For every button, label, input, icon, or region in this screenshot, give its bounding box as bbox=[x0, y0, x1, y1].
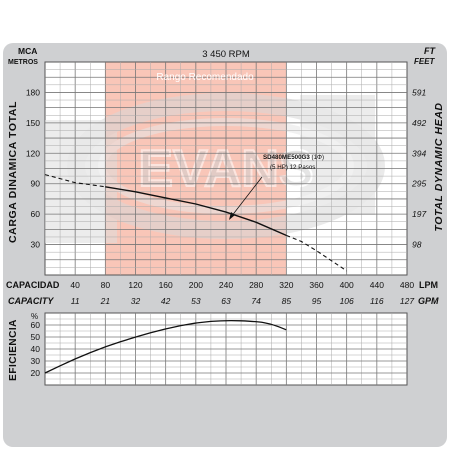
x-axis-tick-label: 440 bbox=[370, 280, 384, 290]
annotation-spec: (5 HP) 12 Pasos bbox=[270, 164, 315, 171]
x-axis-tick-label: 200 bbox=[189, 280, 203, 290]
efficiency-unit: % bbox=[31, 312, 38, 321]
x2-axis-tick-label: 11 bbox=[71, 296, 80, 306]
efficiency-tick-label: 60 bbox=[31, 320, 41, 330]
right-unit-top: FT bbox=[424, 46, 436, 56]
efficiency-axis-title: EFICIENCIA bbox=[8, 319, 19, 381]
x-axis-title: CAPACIDAD bbox=[6, 280, 60, 290]
main-grid bbox=[45, 62, 407, 275]
left-unit-bottom: METROS bbox=[8, 59, 38, 66]
x-axis-tick-label: 240 bbox=[219, 280, 233, 290]
x-axis-tick-label: 320 bbox=[279, 280, 293, 290]
left-unit-top: MCA bbox=[18, 46, 37, 56]
right-axis-tick-label: 492 bbox=[412, 118, 426, 128]
x2-axis-tick-label: 53 bbox=[191, 296, 201, 306]
right-axis-tick-label: 98 bbox=[412, 240, 422, 250]
x-axis-unit: LPM bbox=[419, 280, 438, 290]
left-axis-tick-label: 90 bbox=[31, 179, 41, 189]
x2-axis-tick-label: 116 bbox=[370, 296, 384, 306]
right-axis-tick-label: 197 bbox=[412, 209, 426, 219]
right-axis-tick-label: 394 bbox=[412, 148, 426, 158]
efficiency-tick-label: 40 bbox=[31, 344, 41, 354]
x2-axis-tick-label: 42 bbox=[161, 296, 171, 306]
x-axis-tick-label: 40 bbox=[70, 280, 80, 290]
annotation-arrowhead bbox=[229, 212, 235, 220]
annotation-leader bbox=[230, 176, 263, 218]
left-axis-tick-label: 180 bbox=[26, 87, 40, 97]
left-axis-tick-label: 150 bbox=[26, 118, 40, 128]
x2-axis-tick-label: 63 bbox=[221, 296, 231, 306]
head-curves bbox=[44, 174, 348, 272]
efficiency-tick-label: 30 bbox=[31, 356, 41, 366]
x2-axis-tick-label: 85 bbox=[282, 296, 292, 306]
x2-axis-title: CAPACITY bbox=[8, 296, 54, 306]
x2-axis-tick-label: 74 bbox=[251, 296, 261, 306]
model-annotation: SD480ME500G3 (1Φ) (5 HP) 12 Pasos bbox=[229, 154, 324, 220]
x-axis-tick-label: 80 bbox=[101, 280, 111, 290]
x-axis-tick-label: 480 bbox=[400, 280, 414, 290]
x-axis-tick-label: 400 bbox=[340, 280, 354, 290]
x2-axis-tick-label: 106 bbox=[340, 296, 354, 306]
x2-axis-tick-label: 127 bbox=[400, 296, 414, 306]
left-axis-title: CARGA DINAMICA TOTAL bbox=[7, 101, 19, 243]
head-capacity-chart: EVANS Rango Recomendado SD480ME500G3 (1Φ… bbox=[6, 46, 445, 306]
x-axis-tick-label: 120 bbox=[128, 280, 142, 290]
left-axis-tick-label: 30 bbox=[31, 240, 41, 250]
x-axis-tick-label: 360 bbox=[309, 280, 323, 290]
right-axis-tick-label: 295 bbox=[411, 179, 426, 189]
right-axis-title: TOTAL DYNAMIC HEAD bbox=[433, 102, 445, 231]
efficiency-axis-labels: 20 30 40 50 60 bbox=[31, 320, 41, 378]
chart-title: 3 450 RPM bbox=[202, 49, 250, 60]
efficiency-chart: 20 30 40 50 60 % EFICIENCIA bbox=[8, 312, 408, 386]
x-axis-tick-label: 280 bbox=[249, 280, 263, 290]
annotation-model: SD480ME500G3 (1Φ) bbox=[263, 154, 324, 161]
left-axis-tick-label: 120 bbox=[26, 148, 40, 158]
left-axis-tick-label: 60 bbox=[31, 209, 41, 219]
head-curve-extrapolated bbox=[44, 174, 106, 188]
x2-axis-tick-label: 95 bbox=[312, 296, 322, 306]
head-curve-extrapolated bbox=[286, 234, 348, 272]
x2-axis-tick-label: 32 bbox=[131, 296, 141, 306]
efficiency-tick-label: 50 bbox=[31, 332, 41, 342]
efficiency-curve bbox=[44, 319, 287, 374]
x2-axis-unit: GPM bbox=[418, 296, 439, 306]
right-axis-tick-label: 591 bbox=[412, 87, 426, 97]
head-curve bbox=[105, 186, 287, 237]
main-axis-labels: 30 60 90 120 150 180 98 197 295 394 492 591 40 80 120 1… bbox=[26, 87, 427, 306]
x-axis-tick-label: 160 bbox=[159, 280, 173, 290]
recommended-range-label: Rango Recomendado bbox=[156, 72, 254, 83]
efficiency-curves bbox=[44, 319, 287, 374]
efficiency-tick-label: 20 bbox=[31, 368, 41, 378]
right-unit-bottom: FEET bbox=[414, 57, 436, 66]
x2-axis-tick-label: 21 bbox=[100, 296, 111, 306]
efficiency-grid bbox=[45, 313, 407, 385]
